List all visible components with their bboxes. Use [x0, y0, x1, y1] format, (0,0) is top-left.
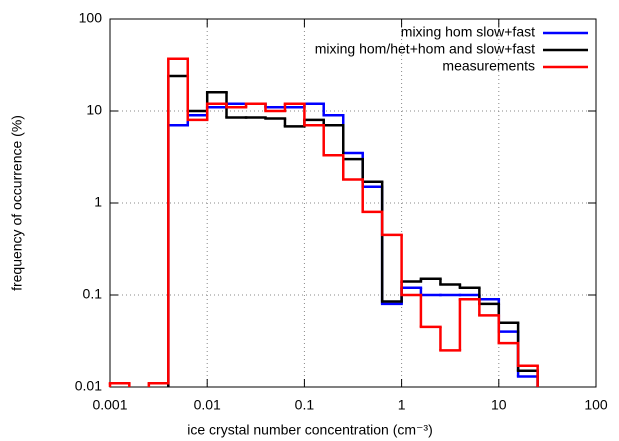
y-tick-label: 0.01 [75, 378, 102, 394]
x-tick-label: 100 [584, 397, 608, 413]
plot-frame [109, 18, 597, 388]
x-axis-label: ice crystal number concentration (cm⁻³) [187, 422, 432, 438]
legend-label: mixing hom/het+hom and slow+fast [315, 41, 535, 57]
y-tick-label: 10 [86, 102, 102, 118]
x-tick-label: 0.001 [92, 397, 127, 413]
step-riser [167, 76, 539, 387]
step-riser [167, 103, 539, 387]
y-tick-label: 0.1 [83, 286, 103, 302]
y-tick-label: 100 [79, 10, 103, 26]
x-tick-label: 1 [398, 397, 406, 413]
y-tick-label: 1 [94, 194, 102, 210]
x-tick-label: 0.01 [194, 397, 221, 413]
step-riser [108, 58, 539, 387]
legend-label: mixing hom slow+fast [401, 24, 535, 40]
legend-label: measurements [442, 58, 535, 74]
x-tick-label: 10 [491, 397, 507, 413]
y-axis-label: frequency of occurrence (%) [9, 115, 25, 291]
x-tick-label: 0.1 [295, 397, 315, 413]
